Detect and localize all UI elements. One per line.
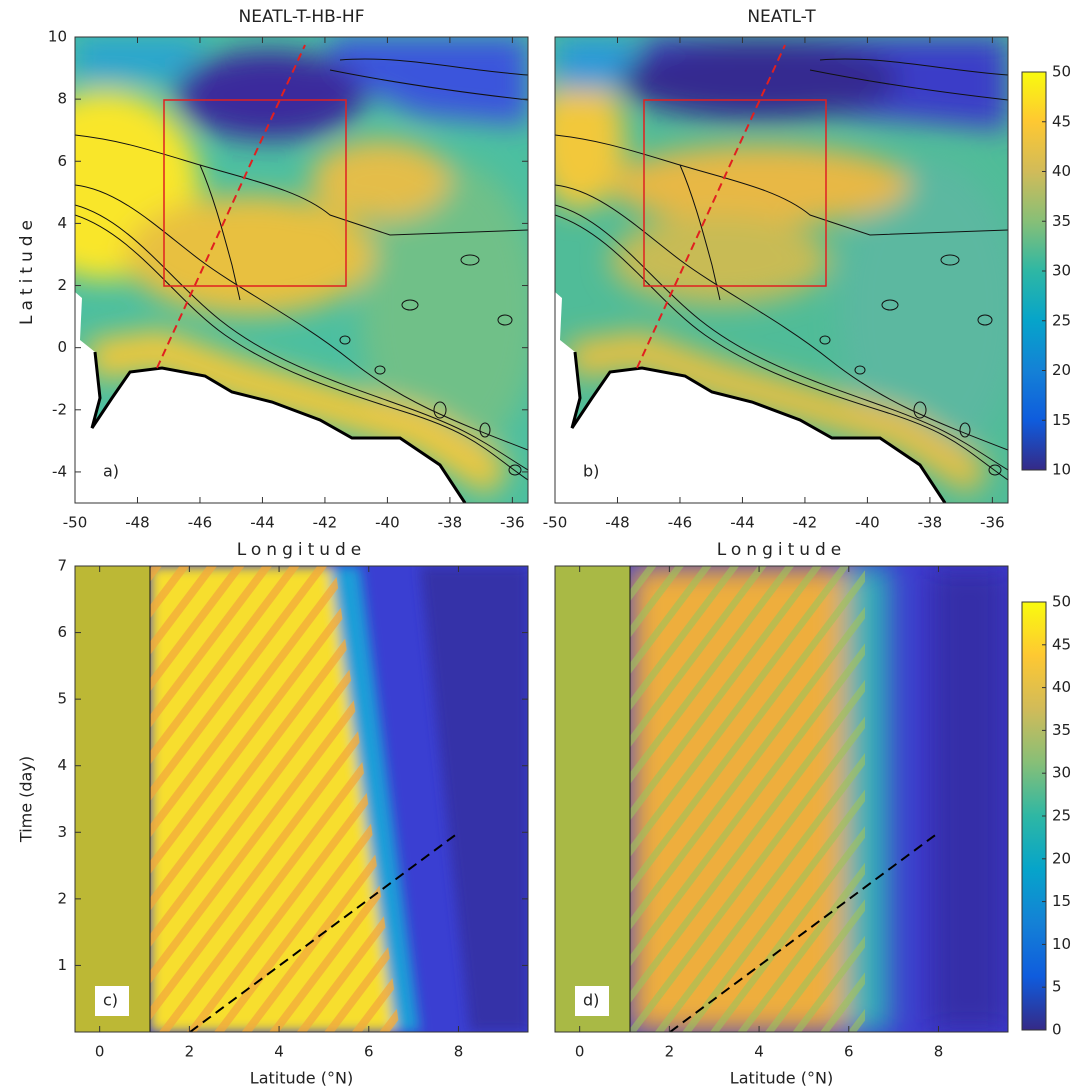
colorbar-tick-label: 5 bbox=[1052, 978, 1062, 996]
panel-label: a) bbox=[103, 462, 119, 481]
x-tick-label: 4 bbox=[754, 1043, 764, 1061]
y-tick-label: 10 bbox=[48, 28, 67, 46]
colorbar-tick-label: 45 bbox=[1052, 112, 1071, 130]
colorbar-tick-label: 25 bbox=[1052, 807, 1071, 825]
x-axis-label: Longitude bbox=[237, 540, 367, 560]
x-axis-label: Latitude (°N) bbox=[730, 1069, 833, 1088]
x-tick-label: -46 bbox=[188, 514, 213, 532]
field-d bbox=[555, 566, 1008, 1032]
x-tick-label: -42 bbox=[793, 514, 818, 532]
phase-line bbox=[189, 832, 459, 1032]
y-axis-label: Latitude bbox=[17, 215, 37, 325]
x-tick-label: -48 bbox=[125, 514, 150, 532]
y-tick-label: 3 bbox=[57, 823, 67, 841]
y-axis-label: Time (day) bbox=[17, 756, 36, 843]
y-tick-label: 5 bbox=[57, 690, 67, 708]
x-tick-label: -40 bbox=[855, 514, 880, 532]
x-tick-label: -50 bbox=[63, 514, 88, 532]
x-tick-label: -38 bbox=[918, 514, 943, 532]
x-tick-label: -44 bbox=[730, 514, 755, 532]
y-tick-label: 4 bbox=[57, 214, 67, 232]
field-b bbox=[555, 37, 1008, 503]
x-tick-label: -40 bbox=[375, 514, 400, 532]
x-tick-label: 4 bbox=[274, 1043, 284, 1061]
colorbar-tick-label: 20 bbox=[1052, 849, 1071, 867]
x-tick-label: -36 bbox=[500, 514, 525, 532]
x-tick-label: 8 bbox=[934, 1043, 944, 1061]
x-tick-label: -44 bbox=[250, 514, 275, 532]
x-tick-label: 6 bbox=[364, 1043, 374, 1061]
colorbar-tick-label: 45 bbox=[1052, 635, 1071, 653]
x-tick-label: -50 bbox=[543, 514, 568, 532]
colorbar-tick-label: 25 bbox=[1052, 311, 1071, 329]
colorbar-tick-label: 50 bbox=[1052, 593, 1071, 611]
panel-title: NEATL-T-HB-HF bbox=[239, 7, 365, 27]
colorbar-tick-label: 35 bbox=[1052, 212, 1071, 230]
colorbar-tick-label: 40 bbox=[1052, 162, 1071, 180]
x-tick-label: -36 bbox=[980, 514, 1005, 532]
colorbar-tick-label: 30 bbox=[1052, 262, 1071, 280]
y-tick-label: 6 bbox=[57, 623, 67, 641]
x-axis-label: Latitude (°N) bbox=[250, 1069, 353, 1088]
colorbar-tick-label: 35 bbox=[1052, 721, 1071, 739]
colorbar-tick-label: 40 bbox=[1052, 678, 1071, 696]
x-tick-label: -46 bbox=[668, 514, 693, 532]
panel-title: NEATL-T bbox=[747, 7, 816, 27]
colorbar-tick-label: 10 bbox=[1052, 935, 1071, 953]
y-tick-label: 6 bbox=[57, 152, 67, 170]
colorbar-tick-label: 10 bbox=[1052, 461, 1071, 479]
axes-frame bbox=[74, 565, 529, 1033]
axes-frame bbox=[554, 36, 1009, 504]
colorbar-tick-label: 20 bbox=[1052, 361, 1071, 379]
label-box bbox=[95, 986, 129, 1016]
field-a bbox=[75, 37, 528, 503]
y-tick-label: -2 bbox=[52, 400, 67, 418]
x-tick-label: 2 bbox=[185, 1043, 195, 1061]
panel-label: d) bbox=[583, 991, 599, 1010]
x-tick-label: 2 bbox=[665, 1043, 675, 1061]
y-tick-label: 8 bbox=[57, 90, 67, 108]
phase-line bbox=[669, 832, 939, 1032]
colorbar-tick-label: 15 bbox=[1052, 892, 1071, 910]
colorbar-tick-label: 30 bbox=[1052, 764, 1071, 782]
x-tick-label: 6 bbox=[844, 1043, 854, 1061]
y-tick-label: -4 bbox=[52, 462, 67, 480]
y-tick-label: 0 bbox=[57, 338, 67, 356]
x-tick-label: -38 bbox=[438, 514, 463, 532]
colorbar-tick-label: 0 bbox=[1052, 1021, 1062, 1039]
colorbar-tick-label: 15 bbox=[1052, 411, 1071, 429]
panel-label: c) bbox=[103, 991, 118, 1010]
x-tick-label: -42 bbox=[313, 514, 338, 532]
panel-label: b) bbox=[583, 462, 599, 481]
axes-frame bbox=[554, 565, 1009, 1033]
label-box bbox=[575, 986, 609, 1016]
axes-frame bbox=[74, 36, 529, 504]
field-c bbox=[75, 566, 528, 1032]
x-tick-label: -48 bbox=[605, 514, 630, 532]
x-tick-label: 0 bbox=[95, 1043, 105, 1061]
x-tick-label: 8 bbox=[454, 1043, 464, 1061]
colorbar-tick-label: 50 bbox=[1052, 63, 1071, 81]
x-tick-label: 0 bbox=[575, 1043, 585, 1061]
x-axis-label: Longitude bbox=[717, 540, 847, 560]
y-tick-label: 7 bbox=[57, 557, 67, 575]
y-tick-label: 2 bbox=[57, 889, 67, 907]
y-tick-label: 1 bbox=[57, 956, 67, 974]
y-tick-label: 4 bbox=[57, 756, 67, 774]
y-tick-label: 2 bbox=[57, 276, 67, 294]
